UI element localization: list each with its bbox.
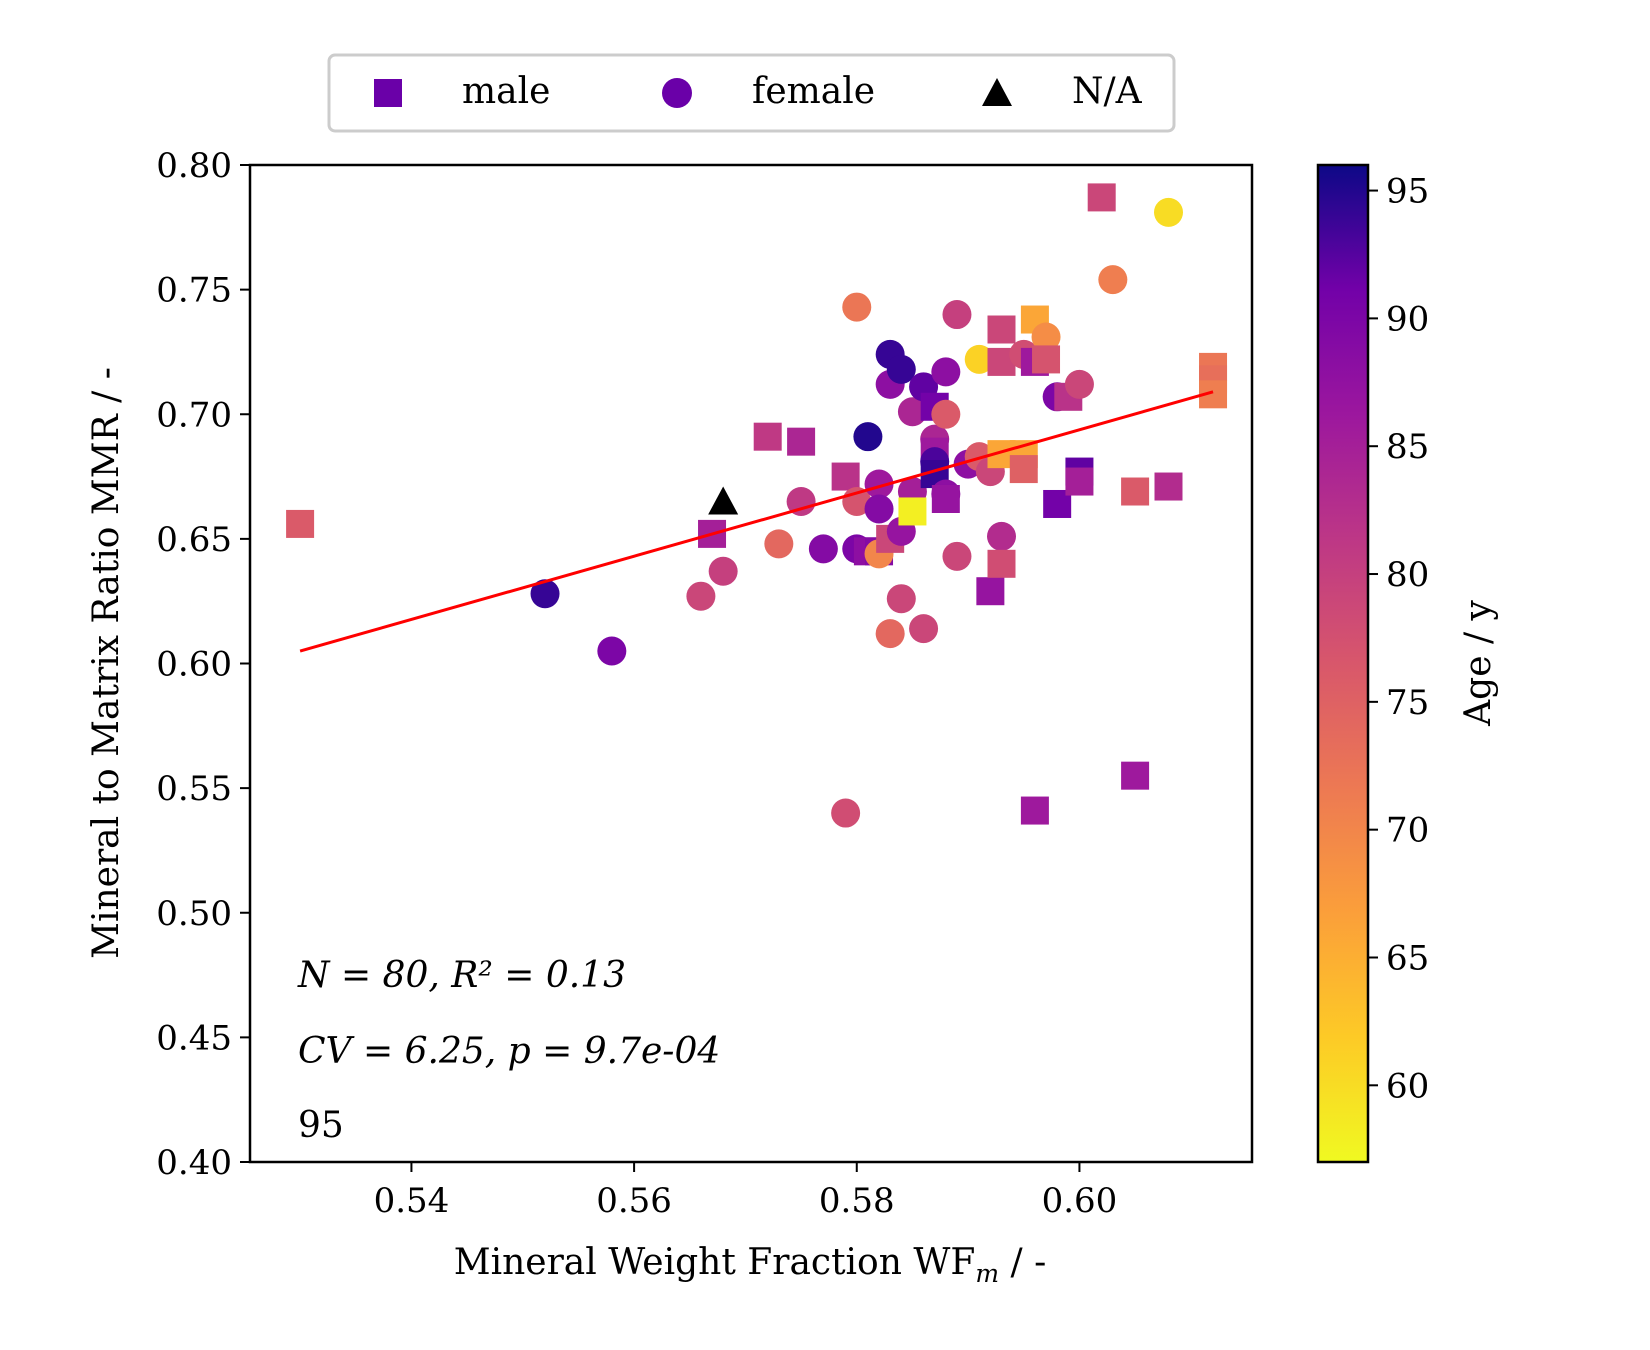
- colorbar-ticks: 60 65 70 75 80 85 90 95: [1368, 172, 1429, 1106]
- data-point-9: [787, 427, 816, 456]
- data-point-10: [786, 486, 816, 516]
- colorbar-tick-label-6: 90: [1386, 299, 1429, 339]
- x-axis-title-suffix: / -: [999, 1242, 1046, 1283]
- data-point-28: [886, 584, 916, 614]
- data-point-8: [764, 529, 794, 559]
- annotation-n-r2: N = 80, R² = 0.13: [297, 955, 626, 996]
- data-point-47: [964, 344, 994, 374]
- data-point-75: [1154, 472, 1183, 501]
- colorbar-gradient: [1316, 163, 1370, 1164]
- data-point-6: [708, 486, 739, 515]
- x-tick-label-2: 0.58: [819, 1181, 895, 1221]
- data-point-63: [1032, 345, 1061, 374]
- data-point-45: [942, 541, 972, 571]
- x-tick-label-1: 0.56: [596, 1181, 672, 1221]
- y-tick-label-8: 0.80: [156, 146, 232, 186]
- data-point-32: [898, 497, 927, 526]
- legend-marker-na: [982, 78, 1012, 106]
- data-point-74: [1154, 197, 1183, 227]
- data-point-67: [1064, 369, 1094, 399]
- annotation-count: 95: [298, 1105, 344, 1146]
- data-point-50: [976, 577, 1005, 606]
- data-point-27: [886, 354, 916, 384]
- data-point-41: [931, 399, 961, 429]
- data-point-11: [808, 534, 838, 564]
- data-point-62: [1031, 322, 1061, 352]
- annotation-cv-p: CV = 6.25, p = 9.7e-04: [298, 1031, 720, 1072]
- x-axis-title: Mineral Weight Fraction WFm / -: [454, 1242, 1047, 1288]
- data-point-40: [931, 357, 961, 387]
- legend-marker-male: [374, 79, 402, 107]
- data-point-19: [864, 469, 894, 499]
- plot-frame: [248, 163, 1254, 1164]
- legend: male female N/A: [327, 53, 1176, 133]
- y-axis-title: Mineral to Matrix Ratio MMR / -: [86, 367, 127, 959]
- data-point-51: [987, 315, 1016, 344]
- data-point-5: [708, 556, 738, 586]
- colorbar-tick-label-3: 75: [1386, 683, 1429, 723]
- legend-label-female: female: [752, 71, 875, 112]
- data-point-58: [1009, 455, 1038, 484]
- data-point-2: [597, 636, 627, 666]
- data-point-3: [686, 581, 716, 611]
- y-tick-label-3: 0.55: [156, 769, 232, 809]
- data-point-72: [1121, 477, 1150, 506]
- data-point-14: [842, 292, 872, 322]
- data-point-34: [909, 614, 939, 644]
- y-tick-label-7: 0.75: [156, 271, 232, 311]
- x-tick-label-3: 0.60: [1042, 1181, 1118, 1221]
- colorbar-tick-label-5: 85: [1386, 427, 1429, 467]
- x-axis: 0.54 0.56 0.58 0.60: [374, 1162, 1118, 1221]
- colorbar: 60 65 70 75 80 85 90 95 Age / y: [1316, 163, 1499, 1164]
- data-point-1: [530, 579, 560, 609]
- legend-marker-female: [662, 78, 692, 108]
- colorbar-tick-label-4: 80: [1386, 555, 1429, 595]
- colorbar-tick-label-0: 60: [1386, 1066, 1429, 1106]
- data-point-18: [853, 422, 883, 452]
- data-points: [286, 183, 1228, 828]
- colorbar-title: Age / y: [1458, 599, 1499, 726]
- y-tick-label-5: 0.65: [156, 520, 232, 560]
- plot-area: 0.54 0.56 0.58 0.60 0.40 0.45 0.50 0.55 0.60 0.6…: [156, 146, 1254, 1221]
- colorbar-tick-label-2: 70: [1386, 811, 1429, 851]
- data-point-70: [1087, 183, 1116, 212]
- data-point-12: [831, 798, 861, 828]
- y-tick-label-2: 0.50: [156, 894, 232, 934]
- data-point-54: [987, 521, 1016, 551]
- data-point-73: [1121, 761, 1150, 790]
- data-point-44: [942, 300, 972, 330]
- y-tick-label-0: 0.40: [156, 1143, 232, 1183]
- x-axis-title-main: Mineral Weight Fraction WF: [454, 1242, 976, 1283]
- data-point-43: [931, 484, 960, 513]
- legend-frame: [327, 53, 1176, 133]
- x-axis-title-subscript: m: [975, 1259, 999, 1288]
- y-tick-label-1: 0.45: [156, 1018, 232, 1058]
- legend-label-male: male: [462, 71, 550, 112]
- regression-line: [299, 390, 1214, 653]
- colorbar-tick-label-7: 95: [1386, 172, 1429, 212]
- y-axis: 0.40 0.45 0.50 0.55 0.60 0.65 0.70 0.75 0.80: [156, 146, 250, 1183]
- y-tick-label-4: 0.60: [156, 645, 232, 685]
- x-tick-label-0: 0.54: [374, 1181, 450, 1221]
- data-point-0: [286, 509, 315, 538]
- data-point-20: [864, 494, 894, 524]
- data-point-61: [1020, 796, 1049, 825]
- data-point-23: [875, 619, 905, 649]
- data-point-7: [753, 422, 782, 451]
- legend-label-na: N/A: [1072, 71, 1143, 112]
- colorbar-tick-label-1: 65: [1386, 938, 1429, 978]
- annotations: N = 80, R² = 0.13 CV = 6.25, p = 9.7e-04…: [297, 955, 720, 1146]
- data-point-69: [1065, 467, 1094, 496]
- data-point-30: [897, 397, 927, 427]
- y-tick-label-6: 0.70: [156, 395, 232, 435]
- data-point-13: [831, 462, 860, 491]
- data-point-71: [1098, 265, 1128, 295]
- data-point-55: [987, 549, 1016, 578]
